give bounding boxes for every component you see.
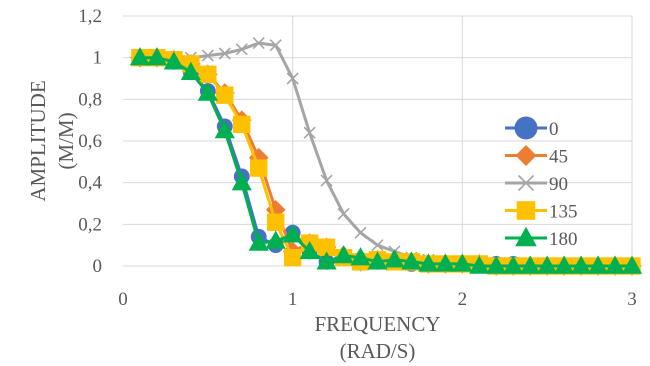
legend-item: 90: [505, 174, 568, 195]
data-point: [129, 47, 151, 66]
data-point: [333, 245, 354, 264]
data-point: [265, 230, 286, 249]
data-point: [252, 37, 265, 50]
y-tick-label: 0,4: [78, 173, 102, 194]
data-point: [216, 86, 234, 104]
y-axis-title: AMPLITUDE: [26, 80, 50, 201]
data-point: [316, 251, 337, 270]
data-point: [180, 61, 201, 80]
legend-label: 180: [549, 229, 578, 250]
data-point: [337, 207, 350, 220]
x-tick-label: 2: [458, 289, 468, 310]
data-point: [515, 145, 537, 166]
data-point: [384, 249, 405, 268]
x-axis-title: (RAD/S): [340, 339, 416, 363]
data-point: [299, 240, 320, 260]
data-point: [235, 43, 248, 56]
legend: 0 45 90 135 180: [505, 116, 578, 250]
data-point: [571, 255, 592, 274]
data-point: [218, 47, 231, 60]
y-tick-label: 0,8: [78, 89, 102, 110]
data-point: [367, 251, 388, 270]
data-point: [469, 255, 490, 274]
data-point: [350, 247, 371, 266]
data-point: [199, 65, 217, 84]
data-point: [371, 239, 384, 252]
data-point: [517, 174, 535, 192]
legend-item: 135: [505, 201, 578, 223]
data-point: [267, 213, 285, 231]
legend-label: 135: [549, 202, 578, 223]
data-point: [554, 255, 575, 274]
data-point: [320, 174, 333, 187]
data-point: [486, 255, 507, 274]
data-point: [452, 253, 473, 272]
legend-item: 45: [505, 145, 568, 168]
y-tick-label: 0,6: [78, 131, 102, 152]
legend-item: 0: [505, 116, 559, 140]
y-tick-label: 0,2: [78, 214, 102, 235]
data-point: [401, 251, 422, 270]
data-point: [233, 115, 251, 134]
data-point: [303, 126, 316, 139]
data-point: [197, 82, 218, 101]
data-point: [269, 39, 282, 52]
data-point: [537, 255, 558, 274]
legend-label: 90: [549, 174, 568, 195]
data-point: [354, 226, 367, 239]
data-point: [282, 224, 303, 243]
data-point: [163, 51, 184, 70]
series-group: [129, 37, 643, 276]
data-point: [435, 253, 456, 272]
data-point: [214, 120, 235, 139]
data-point: [587, 255, 609, 274]
x-tick-label: 0: [118, 289, 128, 310]
data-point: [516, 201, 536, 220]
data-point: [286, 72, 299, 85]
data-point: [201, 49, 214, 62]
data-point: [248, 232, 269, 251]
data-point: [146, 47, 168, 66]
data-point: [621, 255, 643, 274]
data-point: [231, 172, 252, 191]
series-180: [129, 47, 643, 274]
y-tick-label: 0: [93, 256, 103, 277]
data-point: [250, 159, 268, 177]
y-tick-label: 1,2: [78, 6, 102, 27]
data-point: [515, 226, 537, 247]
y-axis-title: (M/M): [54, 112, 78, 169]
x-axis-title: FREQUENCY: [314, 312, 440, 336]
data-point: [514, 116, 538, 140]
data-point: [503, 255, 524, 274]
legend-label: 45: [549, 147, 568, 168]
x-tick-label: 3: [627, 289, 637, 310]
legend-label: 0: [549, 119, 559, 140]
legend-item: 180: [505, 226, 578, 250]
y-tick-label: 1: [93, 48, 103, 69]
data-point: [604, 255, 626, 274]
axes: 0 0,2 0,4 0,6 0,8 1 1,2 0 1 2 3 FREQUENCY (RAD/S) AMP…: [26, 6, 637, 363]
data-point: [520, 255, 541, 274]
data-point: [283, 248, 302, 267]
x-tick-label: 1: [288, 289, 298, 310]
data-point: [418, 253, 439, 272]
data-point: [317, 238, 336, 256]
